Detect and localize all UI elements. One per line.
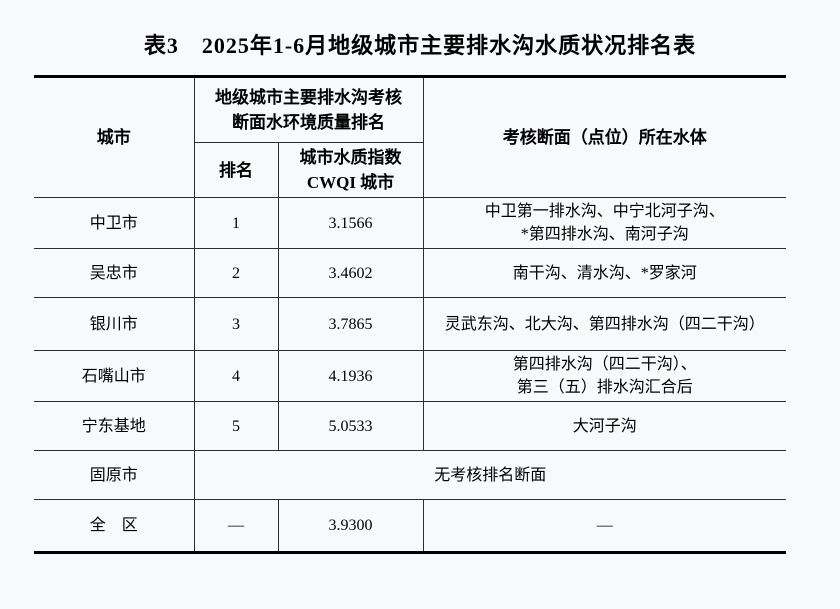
rank-cell: 3	[193, 297, 279, 351]
rank-cell: 1	[193, 197, 279, 249]
rank-cell: 5	[193, 401, 279, 451]
water-body-cell: 大河子沟	[422, 401, 786, 451]
header-row-sub: 排名 城市水质指数 CWQI 城市	[34, 142, 786, 198]
table-row: 石嘴山市 4 4.1936 第四排水沟（四二干沟）、 第三（五）排水沟汇合后	[34, 350, 786, 402]
rank-cell: 2	[193, 248, 279, 298]
cwqi-cell: 4.1936	[277, 350, 424, 402]
city-cell: 银川市	[34, 297, 195, 351]
city-cell: 中卫市	[34, 197, 195, 249]
city-cell: 固原市	[34, 450, 195, 500]
no-assessment-merged-cell: 无考核排名断面	[193, 450, 786, 500]
city-cell: 吴忠市	[34, 248, 195, 298]
cwqi-cell: 3.4602	[277, 248, 424, 298]
header-cwqi: 城市水质指数 CWQI 城市	[277, 142, 423, 198]
water-body-cell: 灵武东沟、北大沟、第四排水沟（四二干沟）	[422, 297, 786, 351]
city-cell: 全 区	[34, 499, 195, 553]
cwqi-cell: 3.1566	[277, 197, 424, 249]
header-assessment-group: 地级城市主要排水沟考核 断面水环境质量排名	[193, 76, 424, 143]
water-quality-ranking-table: 城市 地级城市主要排水沟考核 断面水环境质量排名 考核断面（点位）所在水体 排名…	[34, 75, 786, 554]
cwqi-cell: 3.9300	[277, 499, 424, 553]
table-row: 全 区 — 3.9300 —	[34, 499, 786, 553]
city-cell: 石嘴山市	[34, 350, 195, 402]
table-title: 表3 2025年1-6月地级城市主要排水沟水质状况排名表	[143, 33, 697, 58]
header-rank: 排名	[194, 142, 279, 198]
city-cell: 宁东基地	[34, 401, 195, 451]
cwqi-cell: 3.7865	[277, 297, 424, 351]
header-city: 城市	[34, 76, 195, 198]
table-row: 中卫市 1 3.1566 中卫第一排水沟、中宁北河子沟、 *第四排水沟、南河子沟	[34, 197, 786, 249]
table-row: 宁东基地 5 5.0533 大河子沟	[34, 401, 786, 451]
rank-cell: —	[193, 499, 279, 553]
water-body-cell: —	[422, 499, 786, 553]
table-row: 银川市 3 3.7865 灵武东沟、北大沟、第四排水沟（四二干沟）	[34, 297, 786, 351]
rank-cell: 4	[193, 350, 279, 402]
header-row-group: 城市 地级城市主要排水沟考核 断面水环境质量排名 考核断面（点位）所在水体	[34, 76, 786, 198]
water-body-cell: 中卫第一排水沟、中宁北河子沟、 *第四排水沟、南河子沟	[422, 197, 786, 249]
table-row: 吴忠市 2 3.4602 南干沟、清水沟、*罗家河	[34, 248, 786, 298]
header-water-body: 考核断面（点位）所在水体	[422, 76, 786, 198]
water-body-cell: 第四排水沟（四二干沟）、 第三（五）排水沟汇合后	[422, 350, 786, 402]
water-body-cell: 南干沟、清水沟、*罗家河	[422, 248, 786, 298]
table-row: 固原市 无考核排名断面	[34, 450, 786, 500]
cwqi-cell: 5.0533	[277, 401, 424, 451]
